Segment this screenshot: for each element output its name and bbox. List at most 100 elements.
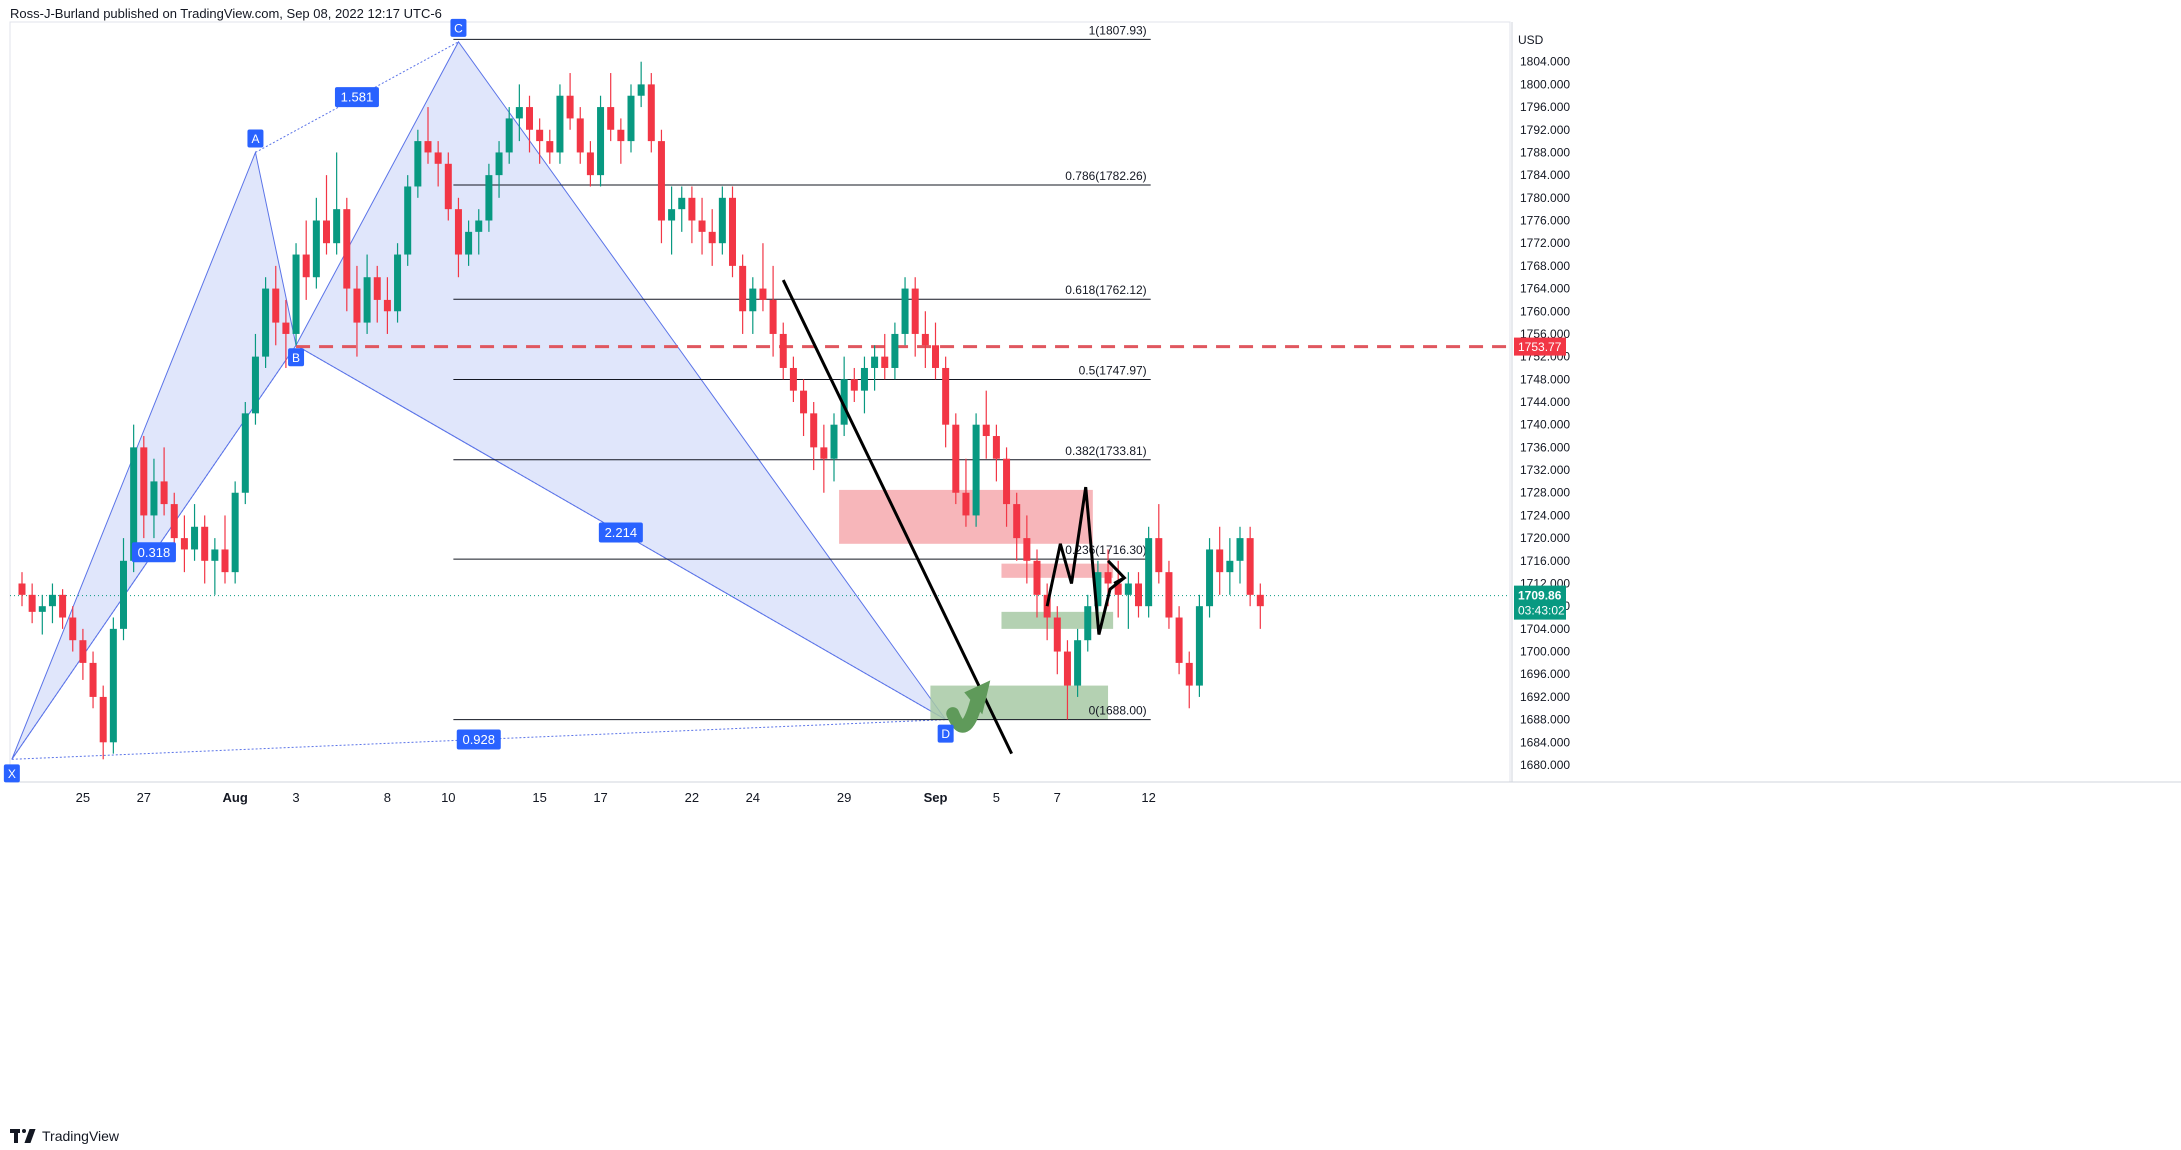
candle-body: [739, 265, 747, 312]
candle-body: [160, 481, 168, 505]
candle-body: [373, 277, 381, 300]
candle-body: [1094, 572, 1102, 607]
ratio-label-ac: 1.581: [341, 90, 374, 105]
candle-body: [800, 390, 808, 414]
candle-body: [495, 152, 503, 176]
candle-body: [546, 141, 554, 153]
candle-body: [28, 594, 36, 612]
candle-body: [201, 526, 209, 561]
candle-body: [657, 141, 665, 221]
candle-body: [515, 107, 523, 119]
candle-body: [383, 299, 391, 312]
fib-label-0.786: 0.786(1782.26): [1065, 169, 1146, 183]
price-tick-label: 1744.000: [1520, 395, 1570, 409]
candle-body: [1175, 617, 1183, 663]
time-tick-label: 27: [137, 790, 151, 805]
candle-body: [871, 356, 879, 368]
candle-body: [1256, 594, 1264, 607]
price-tick-label: 1736.000: [1520, 440, 1570, 454]
candle-body: [840, 379, 848, 425]
candle-body: [779, 333, 787, 368]
time-tick-label: 8: [384, 790, 391, 805]
pattern-point-b-label: B: [292, 351, 300, 365]
ratio-badge-xb: [131, 542, 176, 563]
projection-path: [1045, 486, 1126, 635]
price-tick-label: 1776.000: [1520, 214, 1570, 228]
price-tick-label: 1700.000: [1520, 645, 1570, 659]
price-tick-label: 1692.000: [1520, 690, 1570, 704]
price-tick-label: 1688.000: [1520, 713, 1570, 727]
candle-body: [38, 606, 46, 612]
candle-body: [678, 197, 686, 210]
fib-label-0.618: 0.618(1762.12): [1065, 283, 1146, 297]
ratio-label-xd: 0.928: [462, 732, 495, 747]
time-tick-label: 12: [1141, 790, 1155, 805]
candle-body: [48, 594, 56, 607]
candle-body: [942, 367, 950, 425]
harmonic-ratio-line-ac: [255, 41, 459, 153]
candle-body: [221, 549, 229, 573]
candle-body: [191, 526, 199, 550]
candle-body: [465, 231, 473, 255]
candle-body: [1135, 583, 1142, 607]
candle-body: [1013, 504, 1021, 539]
candle-body: [1084, 606, 1092, 641]
candle-body: [576, 118, 584, 153]
candle-body: [1104, 572, 1112, 584]
candle-body: [586, 152, 594, 176]
candle-body: [353, 288, 361, 323]
candle-body: [444, 163, 452, 210]
time-tick-label: Aug: [223, 790, 248, 805]
candle-body: [729, 197, 736, 266]
price-tick-label: 1720.000: [1520, 531, 1570, 545]
harmonic-ratio-line-bd: [295, 344, 946, 721]
price-tick-label: 1756.000: [1520, 327, 1570, 341]
time-tick-label: 15: [532, 790, 546, 805]
candle-body: [231, 492, 239, 573]
time-tick-label: 7: [1054, 790, 1061, 805]
time-tick-label: 24: [746, 790, 760, 805]
candle-body: [323, 220, 330, 244]
pattern-point-c-badge: [450, 18, 467, 37]
candle-body: [1053, 617, 1061, 652]
ratio-badge-bd: [598, 522, 643, 543]
candle-body: [627, 95, 635, 142]
bounce-arrow-body: [946, 695, 983, 733]
candle-body: [109, 628, 117, 743]
price-tick-label: 1780.000: [1520, 191, 1570, 205]
candle-body: [1165, 572, 1173, 618]
candle-body: [312, 220, 320, 278]
candle-body: [292, 254, 300, 334]
candle-body: [911, 288, 919, 334]
candle-body: [1124, 583, 1132, 595]
price-tick-label: 1728.000: [1520, 486, 1570, 500]
candle-body: [556, 95, 564, 153]
candle-body: [414, 141, 422, 187]
candle-body: [789, 367, 797, 391]
candle-body: [262, 288, 270, 357]
price-tick-label: 1680.000: [1520, 758, 1570, 772]
price-tick-label: 1748.000: [1520, 372, 1570, 386]
candle-body: [1074, 640, 1082, 686]
dashed-level-badge-label: 1753.77: [1518, 340, 1562, 354]
ratio-badge-ac: [334, 87, 379, 108]
candle-body: [901, 288, 909, 334]
candle-body: [526, 107, 533, 130]
candle-body: [982, 424, 990, 437]
candle-body: [272, 288, 280, 323]
candle-body: [59, 594, 67, 618]
harmonic-triangle-xab: [11, 150, 297, 760]
candle-body: [972, 424, 980, 516]
current-price-badge: [1514, 585, 1566, 620]
candle-body: [1236, 538, 1244, 561]
candle-body: [241, 413, 249, 493]
candle-body: [363, 277, 371, 323]
candle-body: [140, 447, 148, 516]
candle-body: [130, 447, 138, 561]
candle-body: [850, 379, 858, 391]
candle-body: [251, 356, 259, 414]
candle-body: [718, 197, 726, 244]
candle-body: [424, 141, 432, 153]
pattern-point-x-label: X: [8, 767, 16, 781]
